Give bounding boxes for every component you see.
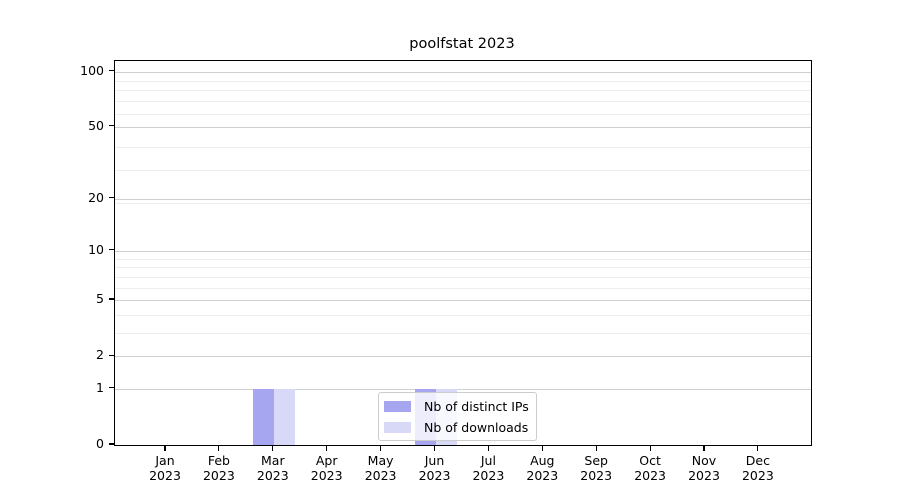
y-tick-label: 0 [96,436,104,451]
y-tick-mark [109,249,114,251]
major-gridline [115,126,811,128]
major-gridline [115,356,811,358]
y-tick-label: 10 [88,241,104,257]
minor-gridline [115,169,811,171]
bar-distinct-ips [252,388,274,445]
x-tick-mark [218,445,220,451]
x-tick-label: Sep 2023 [568,453,624,483]
x-tick-year: 2023 [688,468,720,483]
x-tick-year: 2023 [256,468,289,483]
minor-gridline [115,72,811,74]
x-tick-year: 2023 [741,468,774,483]
y-tick-mark [109,443,114,445]
x-tick-label: Feb 2023 [191,453,247,483]
x-tick-year: 2023 [634,468,666,483]
y-tick-label: 50 [88,117,104,133]
x-tick-year: 2023 [580,468,613,483]
x-tick-mark [595,445,597,451]
legend-label-downloads: Nb of downloads [424,419,529,435]
legend-label-distinct-ips: Nb of distinct IPs [424,398,529,414]
x-tick-year: 2023 [310,468,343,483]
minor-gridline [115,258,811,260]
x-tick-year: 2023 [472,468,505,483]
legend-item-distinct-ips: Nb of distinct IPs [384,397,529,415]
x-tick-label: Aug 2023 [514,453,570,483]
x-tick-mark [164,445,166,451]
minor-gridline [115,202,811,204]
major-gridline [115,300,811,301]
x-tick-label: Dec 2023 [730,453,786,483]
minor-gridline [115,276,811,278]
x-tick-label: Apr 2023 [299,453,355,483]
minor-gridline [115,80,811,82]
x-tick-year: 2023 [418,468,451,483]
bar-downloads [273,388,295,445]
x-tick-mark [433,445,436,451]
x-tick-mark [326,445,328,451]
x-tick-label: Oct 2023 [622,453,678,483]
y-tick-mark [109,69,114,72]
x-tick-year: 2023 [364,468,397,483]
minor-gridline [115,332,811,334]
major-gridline [115,388,811,390]
x-tick-year: 2023 [202,468,235,483]
plot-area [114,60,812,446]
major-gridline [115,71,811,73]
x-tick-mark [703,445,705,451]
x-tick-mark [649,445,651,451]
y-tick-mark [109,197,114,199]
legend: Nb of distinct IPs Nb of downloads [378,392,537,441]
y-tick-mark [109,354,114,356]
y-tick-mark [109,125,114,127]
minor-gridline [115,113,811,115]
x-tick-mark [757,445,759,451]
x-tick-mark [487,445,489,451]
x-tick-label: Nov 2023 [676,453,732,483]
minor-gridline [115,287,811,289]
y-tick-label: 5 [96,291,104,306]
y-tick-label: 2 [96,347,104,363]
x-tick-label: Mar 2023 [245,453,301,483]
minor-gridline [115,267,811,269]
x-tick-mark [380,445,382,451]
y-tick-label: 1 [96,379,104,395]
major-gridline [115,198,811,200]
x-tick-label: Jan 2023 [137,453,193,483]
minor-gridline [115,90,811,92]
x-tick-label: Jun 2023 [407,453,463,483]
x-tick-mark [272,445,274,451]
chart-title: poolfstat 2023 [409,36,515,52]
minor-gridline [115,101,811,103]
x-tick-year: 2023 [526,468,559,483]
minor-gridline [115,146,811,148]
x-tick-label: Jul 2023 [460,453,516,483]
x-tick-year: 2023 [149,468,181,483]
y-tick-mark [109,298,114,300]
y-tick-mark [109,387,114,389]
legend-swatch-distinct-ips [384,400,411,412]
major-gridline [115,250,811,252]
x-tick-mark [541,445,543,451]
y-tick-label: 20 [88,189,104,205]
y-tick-label: 100 [80,62,104,78]
legend-item-downloads: Nb of downloads [384,418,529,436]
minor-gridline [115,314,811,316]
x-tick-label: May 2023 [353,453,409,483]
legend-swatch-downloads [384,421,411,433]
